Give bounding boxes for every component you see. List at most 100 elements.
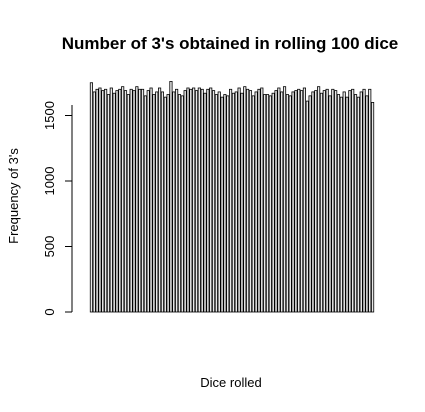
- y-tick-label-1000: 1000: [42, 167, 57, 196]
- bar-59: [254, 91, 258, 313]
- bar-63: [265, 94, 270, 313]
- bar-15: [129, 88, 133, 313]
- bar-44: [211, 90, 216, 313]
- bar-26: [160, 91, 164, 313]
- bar-67: [277, 87, 281, 313]
- bar-24: [155, 91, 159, 313]
- bar-52: [234, 91, 238, 313]
- bar-16: [132, 90, 136, 313]
- bar-46: [217, 91, 221, 313]
- bar-31: [175, 88, 179, 313]
- bar-41: [203, 92, 207, 313]
- bar-64: [268, 95, 272, 313]
- bar-21: [146, 90, 150, 313]
- bar-2: [92, 91, 96, 313]
- bar-71: [288, 95, 292, 313]
- bar-53: [237, 87, 241, 313]
- bar-90: [342, 91, 346, 313]
- bar-35: [186, 87, 190, 313]
- bar-36: [189, 88, 193, 313]
- bar-91: [345, 96, 349, 313]
- bar-78: [308, 95, 312, 313]
- bar-92: [348, 90, 352, 313]
- bar-3: [95, 88, 99, 313]
- bar-18: [138, 88, 142, 313]
- bar-94: [353, 94, 358, 313]
- bar-32: [177, 94, 182, 313]
- bar-5: [101, 90, 105, 313]
- bar-69: [282, 86, 287, 313]
- bar-1: [89, 82, 93, 313]
- bar-17: [135, 86, 139, 313]
- bar-56: [246, 88, 250, 313]
- y-axis-label: Frequency of 3's: [6, 148, 21, 244]
- bar-30: [172, 91, 176, 313]
- bar-83: [322, 90, 326, 313]
- bar-60: [257, 88, 261, 313]
- bar-66: [274, 90, 278, 313]
- bar-43: [209, 87, 213, 313]
- bar-81: [317, 86, 321, 313]
- bar-85: [328, 95, 332, 313]
- bar-6: [104, 88, 108, 313]
- bar-100: [371, 102, 375, 313]
- bar-20: [143, 95, 147, 313]
- bar-12: [121, 86, 125, 313]
- bar-38: [194, 90, 199, 313]
- bar-88: [336, 94, 341, 313]
- bar-19: [140, 88, 145, 313]
- bar-82: [319, 92, 324, 313]
- y-tick-label-500: 500: [42, 236, 57, 258]
- bar-23: [152, 94, 156, 313]
- bar-8: [109, 87, 113, 313]
- bar-33: [180, 95, 184, 313]
- bar-84: [325, 88, 329, 313]
- bar-72: [291, 91, 295, 313]
- bar-54: [240, 92, 244, 313]
- chart-title: Number of 3's obtained in rolling 100 di…: [62, 34, 399, 53]
- bar-4: [98, 87, 102, 313]
- bar-87: [334, 90, 338, 313]
- x-axis-label: Dice rolled: [200, 375, 261, 390]
- y-tick-label-0: 0: [42, 308, 57, 315]
- bar-95: [356, 96, 360, 313]
- bar-76: [302, 87, 306, 313]
- bar-73: [294, 90, 298, 313]
- bar-45: [214, 94, 218, 313]
- bar-47: [220, 96, 224, 313]
- bar-65: [271, 92, 275, 313]
- bar-28: [166, 94, 170, 313]
- bar-10: [115, 90, 119, 313]
- bar-68: [280, 91, 284, 313]
- bar-29: [169, 81, 173, 313]
- bar-39: [197, 87, 201, 313]
- bar-49: [226, 95, 230, 313]
- bar-34: [183, 90, 187, 313]
- bar-51: [231, 92, 235, 313]
- bar-99: [368, 88, 372, 313]
- bar-55: [243, 86, 247, 313]
- bar-77: [305, 100, 309, 313]
- bar-97: [362, 88, 366, 313]
- bar-7: [106, 94, 111, 313]
- bar-42: [206, 88, 210, 313]
- bar-50: [229, 88, 233, 313]
- bar-93: [351, 88, 355, 313]
- y-tick-label-1500: 1500: [42, 101, 57, 130]
- bar-40: [200, 88, 204, 313]
- bar-61: [260, 87, 264, 313]
- bar-11: [118, 88, 122, 313]
- bar-27: [163, 96, 167, 313]
- y-ticks-group: 0 500 1000 1500: [42, 101, 72, 316]
- bars-group: [89, 81, 375, 313]
- bar-22: [149, 87, 153, 313]
- bar-9: [112, 92, 116, 313]
- bar-62: [263, 94, 267, 313]
- bar-74: [297, 88, 301, 313]
- bar-79: [311, 91, 315, 313]
- bar-25: [158, 87, 162, 313]
- bar-48: [223, 94, 227, 313]
- bar-96: [359, 91, 363, 313]
- bar-80: [314, 90, 318, 313]
